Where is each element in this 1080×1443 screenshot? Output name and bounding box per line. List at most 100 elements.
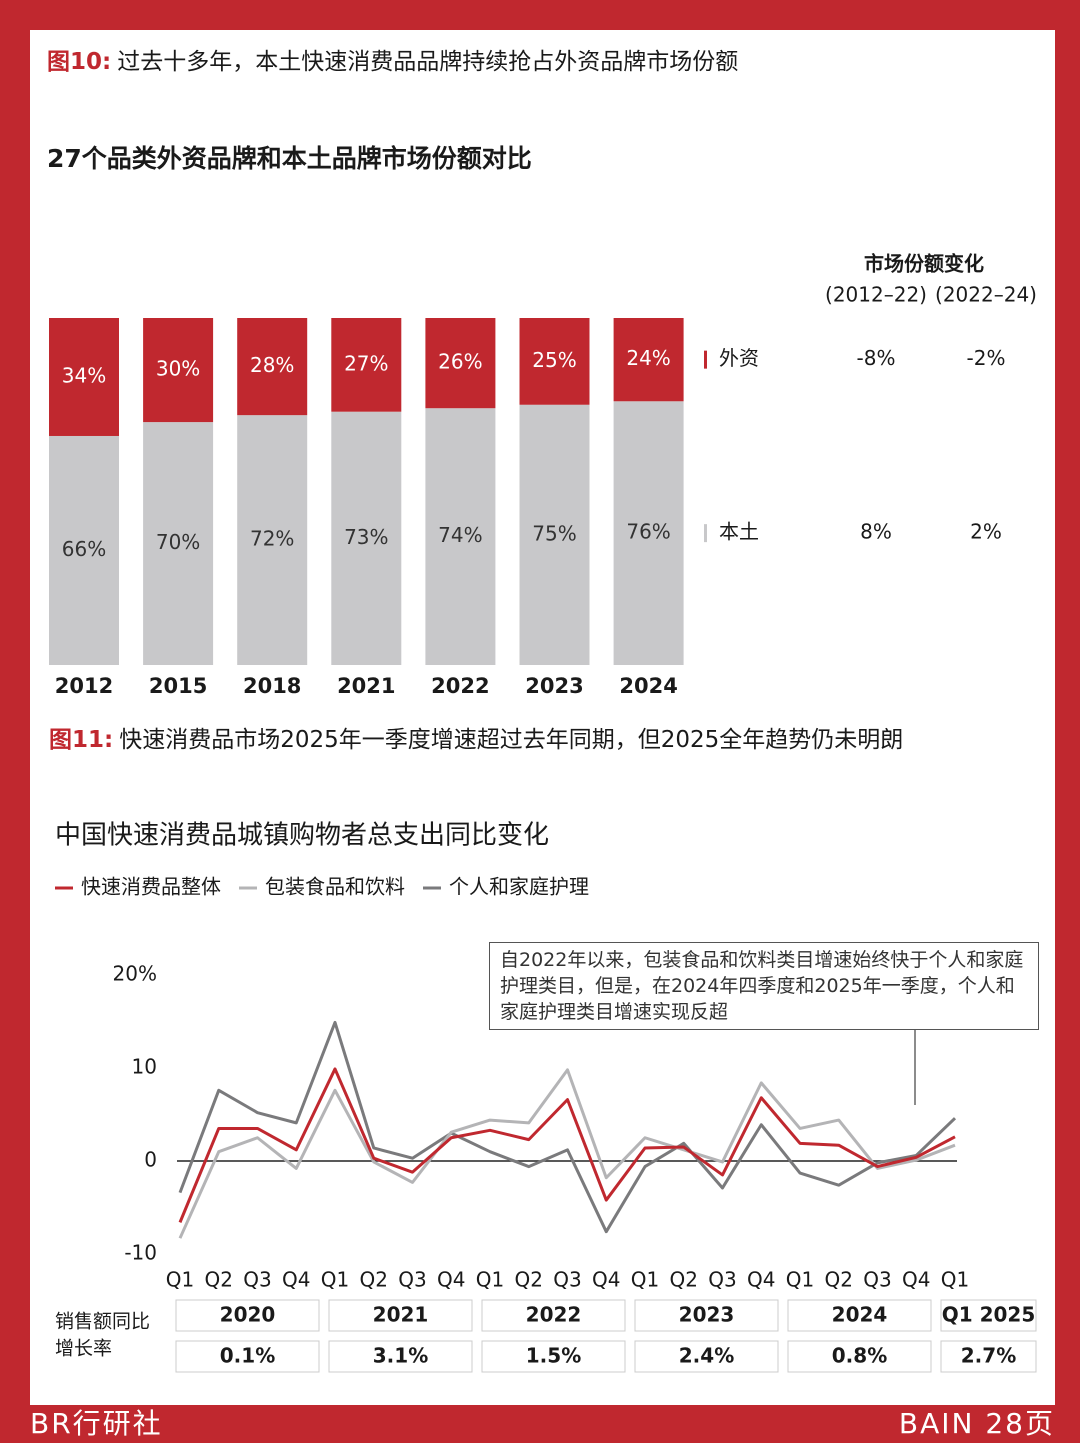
data-label: 75% (532, 521, 576, 545)
footer-right: BAIN 28页 (899, 1407, 1055, 1440)
bar-segment (425, 318, 496, 409)
table-cell: 2024 (832, 1303, 888, 1327)
table-cell-box (634, 1299, 779, 1332)
data-label: 30% (156, 357, 200, 381)
y-tick-label: 20% (113, 962, 157, 986)
table-cell: 2023 (679, 1303, 735, 1327)
table-cell: -8% (857, 346, 896, 370)
x-tick-label: Q2 (825, 1268, 853, 1292)
table-cell-box (940, 1299, 1037, 1332)
data-label: 26% (438, 350, 482, 374)
x-tick-label: Q3 (553, 1268, 581, 1292)
chart-title: 中国快速消费品城镇购物者总支出同比变化 (55, 821, 549, 851)
x-tick-label: Q4 (592, 1268, 620, 1292)
table-cell-box (634, 1340, 779, 1373)
bar-segment (331, 411, 402, 665)
legend-label: 本土 (719, 520, 759, 544)
table-cell-box (328, 1340, 473, 1373)
line-series (178, 1068, 956, 1239)
x-tick-label: Q2 (670, 1268, 698, 1292)
table-cell-box (787, 1299, 932, 1332)
y-tick-label: 0 (144, 1148, 157, 1172)
figure-caption: 图11: 快速消费品市场2025年一季度增速超过去年同期，但2025全年趋势仍未明… (49, 727, 903, 753)
x-tick-label: Q1 (476, 1268, 504, 1292)
bar-segment (425, 408, 496, 665)
x-tick-label: 2012 (55, 674, 113, 698)
legend-label: 快速消费品整体 (81, 875, 221, 899)
data-label: 76% (626, 520, 670, 544)
data-label: 70% (156, 530, 200, 554)
x-tick-label: Q3 (708, 1268, 736, 1292)
row-label: 增长率 (55, 1338, 112, 1360)
table-cell-box (175, 1340, 320, 1373)
bar-segment (49, 318, 119, 436)
data-label: 28% (250, 353, 294, 377)
bar-segment (331, 318, 402, 412)
table-cell-box (481, 1340, 626, 1373)
bar-segment (237, 318, 308, 416)
bar-segment (519, 318, 590, 405)
table-cell: 0.8% (832, 1344, 887, 1368)
x-tick-label: Q4 (902, 1268, 930, 1292)
table-cell: 2022 (526, 1303, 582, 1327)
legend-marker (704, 524, 707, 543)
x-tick-label: Q1 (941, 1268, 969, 1292)
data-label: 72% (250, 527, 294, 551)
x-tick-label: Q3 (398, 1268, 426, 1292)
data-label: 27% (344, 351, 388, 375)
data-label: 73% (344, 525, 388, 549)
bar-segment (49, 435, 119, 665)
x-tick-label: Q1 (631, 1268, 659, 1292)
bar-segment (613, 318, 684, 402)
x-tick-label: Q3 (243, 1268, 271, 1292)
table-cell: 2.7% (961, 1344, 1016, 1368)
x-tick-label: Q1 (321, 1268, 349, 1292)
x-tick-label: Q4 (437, 1268, 465, 1292)
table-header: (2022–24) (935, 283, 1037, 307)
x-tick-label: 2023 (525, 674, 583, 698)
y-tick-label: 10 (132, 1055, 157, 1079)
bar-segment (519, 404, 590, 665)
bar-segment (143, 318, 214, 423)
table-cell: 2.4% (679, 1344, 734, 1368)
table-cell-box (940, 1340, 1037, 1373)
bar-segment (143, 422, 214, 665)
x-tick-label: 2018 (243, 674, 301, 698)
x-tick-label: Q2 (205, 1268, 233, 1292)
x-tick-label: Q1 (786, 1268, 814, 1292)
data-label: 34% (62, 363, 106, 387)
annotation: 自2022年以来，包装食品和饮料类目增速始终快于个人和家庭护理类目，但是，在20… (489, 942, 1039, 1030)
line-series (178, 1067, 956, 1223)
x-tick-label: 2024 (619, 674, 677, 698)
table-cell: 3.1% (373, 1344, 428, 1368)
x-tick-label: Q4 (747, 1268, 775, 1292)
legend-label: 外资 (719, 346, 759, 370)
legend-label: 包装食品和饮料 (265, 875, 405, 899)
table-cell-box (175, 1299, 320, 1332)
x-tick-label: Q3 (863, 1268, 891, 1292)
data-label: 74% (438, 523, 482, 547)
data-label: 24% (626, 346, 670, 370)
table-cell: 2020 (220, 1303, 276, 1327)
figure-caption: 图10: 过去十多年，本土快速消费品品牌持续抢占外资品牌市场份额 (47, 49, 738, 75)
panel (30, 30, 1055, 1405)
data-label: 66% (62, 537, 106, 561)
table-cell: 0.1% (220, 1344, 275, 1368)
x-tick-label: 2015 (149, 674, 207, 698)
x-tick-label: Q4 (282, 1268, 310, 1292)
legend-marker (704, 350, 707, 369)
table-cell: Q1 2025 (942, 1303, 1036, 1327)
table-cell-box (481, 1299, 626, 1332)
x-tick-label: Q2 (515, 1268, 543, 1292)
data-label: 25% (532, 348, 576, 372)
bar-segment (237, 415, 308, 665)
x-tick-label: 2021 (337, 674, 395, 698)
table-cell: 8% (860, 520, 892, 544)
table-cell-box (787, 1340, 932, 1373)
table-cell: 1.5% (526, 1344, 581, 1368)
table-title: 市场份额变化 (864, 252, 984, 276)
table-cell: 2% (970, 520, 1002, 544)
chart-title: 27个品类外资品牌和本土品牌市场份额对比 (47, 144, 532, 173)
